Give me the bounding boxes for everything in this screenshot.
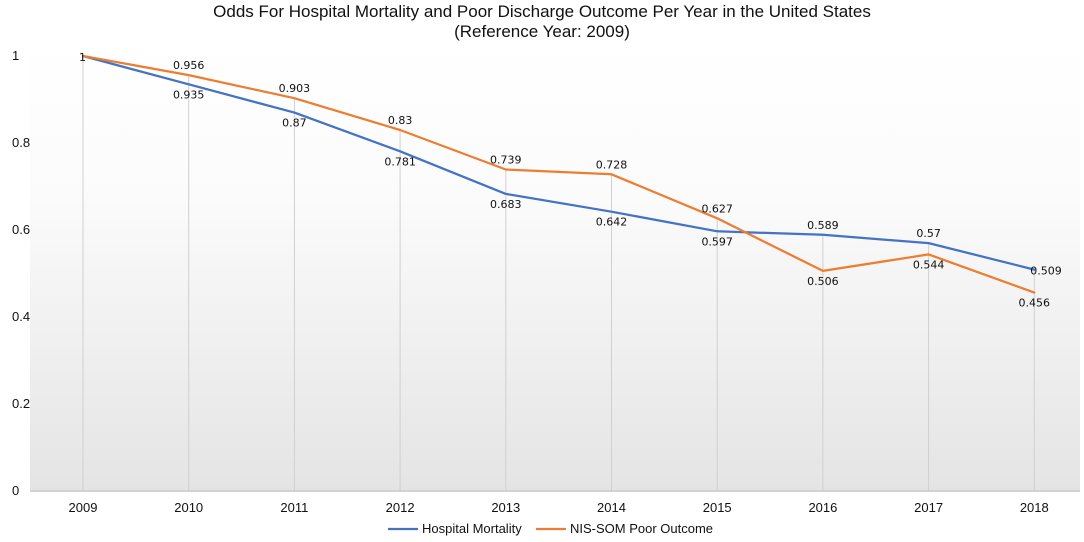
x-axis-ticks: 2009 2010 2011 2012 2013 2014 2015 2016 2017 2018 (69, 500, 1049, 515)
y-tick-label: 0 (12, 483, 19, 498)
data-label: 0.57 (916, 227, 941, 240)
data-label: 0.83 (388, 114, 413, 127)
data-label: 1 (79, 51, 86, 64)
data-label: 0.728 (596, 158, 628, 171)
y-tick-label: 0.4 (12, 309, 30, 324)
x-tick-label: 2018 (1020, 500, 1049, 515)
x-tick-label: 2017 (914, 500, 943, 515)
data-label: 0.544 (913, 258, 945, 271)
data-label: 0.683 (490, 198, 522, 211)
x-tick-label: 2010 (174, 500, 203, 515)
data-label: 0.597 (701, 235, 733, 248)
x-tick-label: 2015 (703, 500, 732, 515)
x-tick-label: 2009 (69, 500, 98, 515)
series-line-nis-som-poor-outcome (81, 54, 1036, 294)
data-label: 0.956 (173, 59, 205, 72)
data-label: 0.509 (1030, 265, 1062, 278)
y-axis-ticks: 0 0.2 0.4 0.6 0.8 1 (12, 48, 30, 498)
data-label: 0.589 (807, 219, 839, 232)
data-label: 0.642 (596, 216, 628, 229)
legend-label: Hospital Mortality (422, 521, 522, 536)
series-line-hospital-mortality (81, 54, 1036, 271)
plot-area-background (30, 40, 1080, 492)
chart-subtitle: (Reference Year: 2009) (454, 22, 630, 41)
data-label: 0.781 (384, 155, 416, 168)
chart-title: Odds For Hospital Mortality and Poor Dis… (213, 2, 871, 21)
data-label: 0.935 (173, 88, 205, 101)
x-tick-label: 2011 (280, 500, 308, 515)
data-label: 0.506 (807, 275, 839, 288)
x-tick-label: 2013 (491, 500, 520, 515)
x-tick-label: 2012 (386, 500, 415, 515)
y-tick-label: 1 (12, 48, 19, 63)
legend-label: NIS-SOM Poor Outcome (570, 521, 713, 536)
data-labels: 1 0.935 0.87 0.781 0.683 0.642 0.597 0.589 0.57 0… (79, 51, 1062, 310)
data-label: 0.456 (1019, 297, 1051, 310)
data-label: 0.627 (701, 202, 733, 215)
data-label: 0.87 (282, 117, 307, 130)
data-label: 0.903 (279, 82, 311, 95)
x-tick-label: 2016 (808, 500, 837, 515)
y-tick-label: 0.6 (12, 222, 30, 237)
drop-lines (82, 56, 1035, 491)
legend: Hospital Mortality NIS-SOM Poor Outcome (388, 521, 713, 536)
x-tick-label: 2014 (597, 500, 626, 515)
data-label: 0.739 (490, 154, 522, 167)
y-tick-label: 0.8 (12, 135, 30, 150)
series-lines (81, 54, 1036, 294)
y-tick-label: 0.2 (12, 396, 30, 411)
